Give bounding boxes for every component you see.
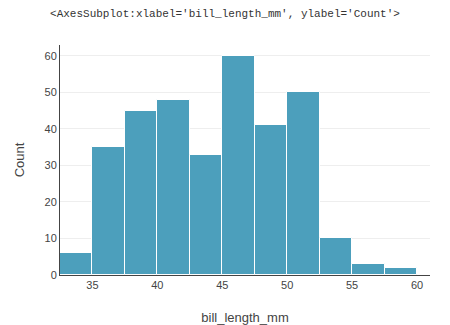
svg-text:20: 20 xyxy=(45,196,57,208)
svg-text:50: 50 xyxy=(45,86,57,98)
svg-text:45: 45 xyxy=(216,279,228,291)
svg-text:30: 30 xyxy=(45,159,57,171)
svg-text:60: 60 xyxy=(45,50,57,62)
svg-text:Count: Count xyxy=(12,142,27,177)
svg-text:60: 60 xyxy=(411,279,423,291)
svg-text:40: 40 xyxy=(45,123,57,135)
svg-text:0: 0 xyxy=(51,269,57,281)
svg-text:55: 55 xyxy=(346,279,358,291)
svg-text:<AxesSubplot:xlabel='bill_leng: <AxesSubplot:xlabel='bill_length_mm', yl… xyxy=(50,8,400,20)
svg-text:bill_length_mm: bill_length_mm xyxy=(201,310,288,325)
svg-text:50: 50 xyxy=(281,279,293,291)
svg-text:10: 10 xyxy=(45,232,57,244)
svg-text:35: 35 xyxy=(86,279,98,291)
svg-text:40: 40 xyxy=(151,279,163,291)
